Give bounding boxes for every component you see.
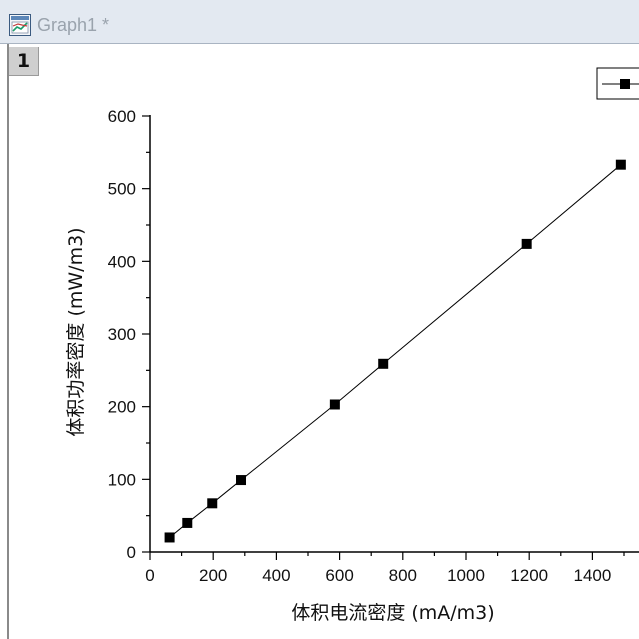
x-axis-title: 体积电流密度 (mA/m3) — [291, 602, 494, 624]
x-tick-label: 1200 — [510, 566, 548, 585]
window-title: Graph1 * — [37, 15, 110, 35]
data-point — [164, 532, 175, 543]
y-tick-label: 100 — [108, 470, 136, 489]
x-tick-label: 1400 — [573, 566, 611, 585]
data-point — [615, 159, 626, 170]
data-point — [236, 475, 247, 486]
axes — [149, 115, 639, 553]
layer-tab[interactable]: 1 — [9, 47, 39, 76]
y-tick-label: 500 — [108, 180, 136, 199]
y-tick-label: 600 — [108, 107, 136, 126]
graph-window-icon — [9, 14, 31, 36]
y-tick-label: 0 — [127, 543, 136, 562]
legend-marker — [620, 79, 630, 89]
series — [164, 159, 626, 543]
data-point — [378, 358, 389, 369]
data-point — [329, 399, 340, 410]
data-point — [521, 238, 532, 249]
y-axis-title: 体积功率密度 (mW/m3) — [65, 227, 87, 436]
x-tick-label: 200 — [199, 566, 227, 585]
x-tick-label: 1000 — [447, 566, 485, 585]
data-point — [182, 517, 193, 528]
ticks: 0 200 400 600 800 1000 1200 1400 0 100 200 300 400 50… — [108, 107, 625, 585]
x-tick-label: 600 — [325, 566, 353, 585]
legend[interactable] — [596, 67, 639, 100]
x-tick-label: 0 — [145, 566, 154, 585]
y-tick-label: 400 — [108, 252, 136, 271]
y-tick-label: 300 — [108, 325, 136, 344]
y-tick-label: 200 — [108, 398, 136, 417]
window-titlebar[interactable]: Graph1 * — [0, 0, 639, 44]
x-tick-label: 800 — [389, 566, 417, 585]
graph-page-frame[interactable] — [7, 44, 639, 639]
data-point — [207, 498, 218, 509]
x-tick-label: 400 — [262, 566, 290, 585]
